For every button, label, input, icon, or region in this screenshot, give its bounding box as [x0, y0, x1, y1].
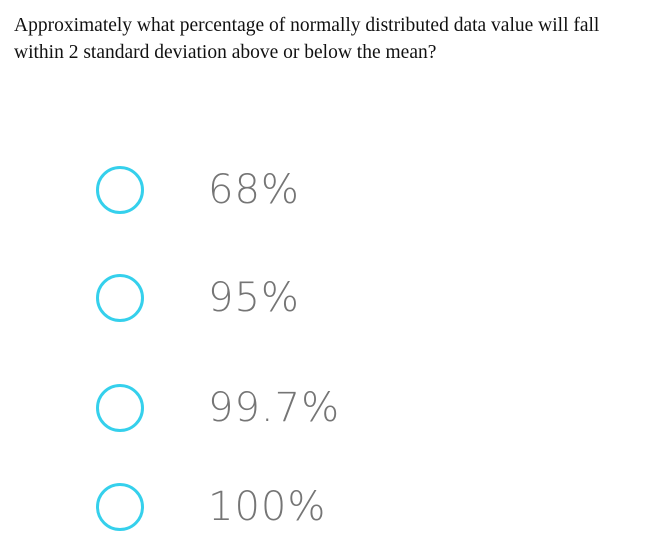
option-95-percent[interactable]: 95% [96, 268, 300, 328]
radio-button[interactable] [96, 166, 144, 214]
option-label: 99.7% [208, 385, 341, 431]
radio-button[interactable] [96, 483, 144, 531]
option-label: 100% [208, 484, 327, 530]
radio-button[interactable] [96, 274, 144, 322]
option-99-7-percent[interactable]: 99.7% [96, 378, 340, 438]
option-label: 68% [208, 167, 300, 213]
radio-button[interactable] [96, 384, 144, 432]
question-text: Approximately what percentage of normall… [14, 15, 600, 63]
option-label: 95% [208, 275, 300, 321]
option-100-percent[interactable]: 100% [96, 477, 326, 537]
option-68-percent[interactable]: 68% [96, 160, 300, 220]
